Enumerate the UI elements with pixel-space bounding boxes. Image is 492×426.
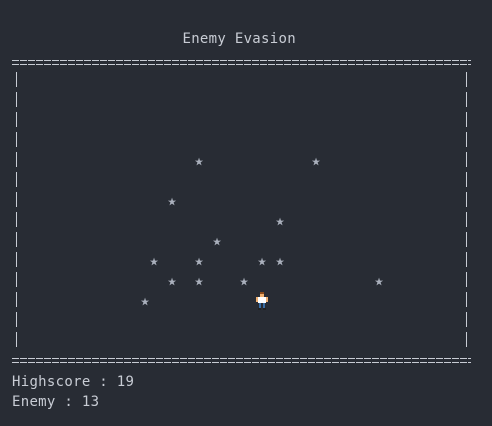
star-icon: ★ [239, 271, 249, 290]
enemy-count-display: Enemy : 13 [12, 393, 99, 411]
highscore-display: Highscore : 19 [12, 373, 134, 391]
star-icon: ★ [257, 251, 267, 270]
star-icon: ★ [149, 251, 159, 270]
game-title: Enemy Evasion [182, 31, 296, 47]
highscore-value: 19 [116, 374, 135, 390]
star-icon: ★ [212, 231, 222, 250]
arena-top-border [12, 60, 471, 66]
arena-bottom-border [12, 358, 471, 364]
player-sprite-icon [256, 292, 268, 310]
highscore-label: Highscore : [12, 374, 117, 390]
arena-right-wall [466, 72, 467, 350]
star-icon: ★ [194, 251, 204, 270]
star-icon: ★ [194, 271, 204, 290]
star-icon: ★ [194, 151, 204, 170]
enemy-count-label: Enemy : [12, 394, 82, 410]
arena-left-wall [16, 72, 17, 350]
enemy-count-value: 13 [81, 394, 100, 410]
star-icon: ★ [140, 291, 150, 310]
star-icon: ★ [275, 251, 285, 270]
star-icon: ★ [275, 211, 285, 230]
star-icon: ★ [311, 151, 321, 170]
star-icon: ★ [167, 271, 177, 290]
star-icon: ★ [374, 271, 384, 290]
star-icon: ★ [167, 191, 177, 210]
